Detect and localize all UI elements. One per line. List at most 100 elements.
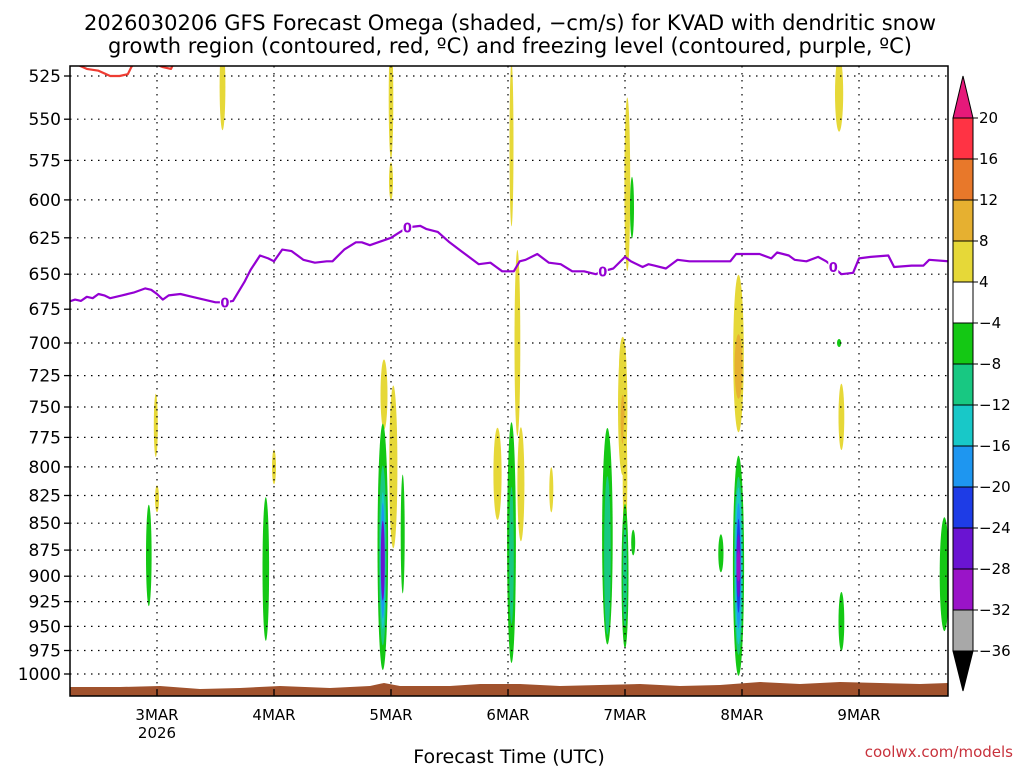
y-tick-label: 575: [29, 151, 61, 171]
x-axis-label: Forecast Time (UTC): [413, 746, 604, 768]
colorbar-label: 12: [979, 191, 998, 209]
y-axis: 525 550 575 600 625 650 675 700 725 750 775 800 825 8…: [18, 67, 70, 685]
colorbar-label: −24: [979, 519, 1011, 537]
x-tick-label: 8MAR: [720, 706, 763, 724]
freezing-level-label: 0: [403, 221, 412, 236]
omega-blob: [380, 520, 385, 601]
x-tick-sublabel: 2026: [138, 724, 176, 742]
omega-blob: [835, 66, 844, 132]
y-tick-label: 850: [29, 514, 61, 534]
colorbar-box: [952, 609, 974, 652]
colorbar-label: 16: [979, 150, 998, 168]
omega-blob: [718, 534, 724, 573]
colorbar-box: [952, 486, 974, 529]
colorbar-box: [952, 158, 974, 201]
dendritic-contour: [77, 66, 134, 78]
y-tick-label: 875: [29, 541, 61, 561]
omega-blob: [517, 427, 525, 542]
terrain-shape: [70, 682, 948, 696]
dendritic-contour: [156, 66, 174, 70]
colorbar-box: [952, 240, 974, 283]
colorbar-top-arrow: [952, 75, 974, 119]
colorbar-bottom-arrow: [952, 650, 974, 692]
colorbar-label: 4: [979, 273, 989, 291]
y-tick-label: 725: [29, 367, 61, 387]
colorbar-label: −32: [979, 601, 1011, 619]
omega-blob: [838, 592, 845, 651]
y-tick-label: 600: [29, 191, 61, 211]
colorbar-label: −36: [979, 642, 1011, 660]
colorbar-label: −4: [979, 314, 1001, 332]
omega-blob: [624, 97, 631, 272]
plot-area: 0 0 0 0 525 550 575 600 625 650 675 700 725 750 775 80…: [18, 65, 949, 742]
y-tick-label: 675: [29, 300, 61, 320]
x-tick-label: 4MAR: [252, 706, 295, 724]
y-tick-label: 525: [29, 67, 61, 87]
freezing-level-label: 0: [598, 265, 607, 280]
omega-blob: [837, 339, 842, 347]
colorbar-box: [952, 404, 974, 447]
contour-label-bg: [597, 263, 608, 278]
x-tick-label: 3MAR: [135, 706, 178, 724]
colorbar-label: −16: [979, 437, 1011, 455]
colorbar: 20 16 12 8 4 −4 −8 −12 −16 −20 −24 −28 −32 −36: [952, 75, 1011, 692]
omega-blob: [493, 427, 502, 520]
omega-blob: [631, 529, 636, 556]
omega-blob: [262, 497, 270, 641]
colorbar-label: −28: [979, 560, 1011, 578]
omega-blob: [509, 66, 514, 227]
omega-blob: [630, 176, 634, 239]
y-tick-label: 700: [29, 334, 61, 354]
colorbar-box: [952, 281, 974, 324]
y-tick-label: 925: [29, 593, 61, 613]
chart-title-line1: 2026030206 GFS Forecast Omega (shaded, −…: [84, 11, 936, 35]
y-tick-label: 750: [29, 398, 61, 418]
omega-blob: [380, 359, 388, 430]
x-tick-label: 9MAR: [837, 706, 880, 724]
y-tick-label: 1000: [18, 665, 61, 685]
omega-blob: [219, 66, 226, 131]
colorbar-label: 8: [979, 232, 989, 250]
omega-blob: [549, 467, 554, 513]
omega-blob: [509, 486, 514, 625]
y-tick-label: 625: [29, 229, 61, 249]
contour-label-bg: [828, 259, 839, 273]
freezing-level-label: 0: [829, 261, 838, 276]
y-tick-label: 550: [29, 110, 61, 130]
freezing-level-line: [70, 224, 948, 304]
x-tick-label: 7MAR: [603, 706, 646, 724]
y-tick-label: 775: [29, 428, 61, 448]
omega-blob: [734, 334, 743, 399]
omega-blob: [400, 474, 405, 594]
omega-blob: [388, 66, 394, 160]
colorbar-box: [952, 363, 974, 406]
omega-blob: [838, 383, 845, 450]
terrain-fill: [70, 682, 948, 696]
y-tick-label: 650: [29, 265, 61, 285]
credit-text: coolwx.com/models: [865, 743, 1013, 761]
colorbar-box: [952, 322, 974, 365]
chart-title-line2: growth region (contoured, red, ºC) and f…: [108, 34, 912, 58]
y-tick-label: 975: [29, 642, 61, 662]
omega-shading: [146, 66, 948, 676]
omega-blob: [604, 476, 611, 635]
contour-label-bg: [402, 219, 413, 234]
contour-label-bg: [219, 294, 230, 309]
freezing-level-label: 0: [220, 296, 229, 311]
y-tick-label: 900: [29, 567, 61, 587]
colorbar-label: −8: [979, 355, 1001, 373]
colorbar-box: [952, 445, 974, 488]
colorbar-label: −20: [979, 478, 1011, 496]
omega-blob: [939, 517, 948, 632]
x-tick-label: 6MAR: [486, 706, 529, 724]
colorbar-box: [952, 117, 974, 160]
x-tick-label: 5MAR: [369, 706, 412, 724]
omega-blob: [514, 249, 521, 437]
omega-blob: [146, 504, 152, 607]
plot-frame: [69, 65, 949, 697]
y-tick-label: 950: [29, 617, 61, 637]
omega-blob: [155, 485, 159, 513]
colorbar-box: [952, 568, 974, 611]
contours: 0 0 0 0: [70, 66, 948, 311]
